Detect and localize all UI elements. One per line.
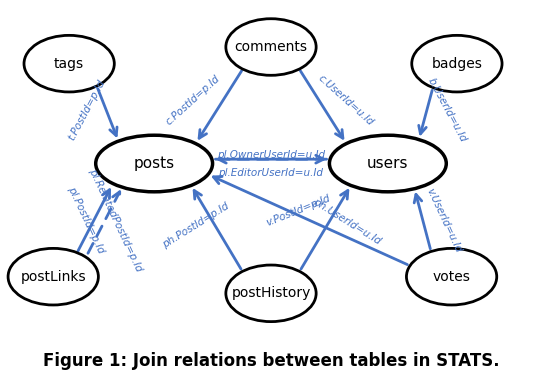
Ellipse shape (8, 248, 99, 305)
Text: users: users (367, 156, 409, 171)
Text: Figure 1: Join relations between tables in STATS.: Figure 1: Join relations between tables … (43, 352, 499, 370)
Text: b.UserId=u.Id: b.UserId=u.Id (426, 76, 468, 144)
Ellipse shape (330, 135, 446, 192)
Ellipse shape (412, 36, 502, 92)
Text: pl.PostId=p.Id: pl.PostId=p.Id (66, 185, 106, 255)
Text: comments: comments (235, 40, 307, 54)
Text: votes: votes (433, 270, 470, 284)
Ellipse shape (226, 265, 316, 322)
Text: posts: posts (133, 156, 175, 171)
Text: badges: badges (431, 56, 482, 71)
Text: pl.RelatedPostId=p.Id: pl.RelatedPostId=p.Id (87, 167, 144, 273)
Ellipse shape (96, 135, 212, 192)
Ellipse shape (406, 248, 497, 305)
Text: c.UserId=u.Id: c.UserId=u.Id (317, 73, 376, 128)
Text: ph.PostId=p.Id: ph.PostId=p.Id (160, 200, 230, 249)
Text: c.PostId=p.Id: c.PostId=p.Id (164, 73, 222, 127)
Text: v.PostId=p.Id: v.PostId=p.Id (264, 193, 332, 228)
Ellipse shape (24, 36, 114, 92)
Text: postHistory: postHistory (231, 286, 311, 300)
Text: pl.OwnerUserId=u.Id: pl.OwnerUserId=u.Id (217, 150, 325, 160)
Text: postLinks: postLinks (21, 270, 86, 284)
Text: ph.UserId=u.Id: ph.UserId=u.Id (311, 197, 382, 247)
Text: t.PostId=p.Id: t.PostId=p.Id (66, 78, 107, 142)
Ellipse shape (226, 19, 316, 75)
Text: v.UserId=u.Id: v.UserId=u.Id (425, 186, 463, 254)
Text: pl.EditorUserId=u.Id: pl.EditorUserId=u.Id (218, 168, 324, 178)
Text: tags: tags (54, 56, 84, 71)
